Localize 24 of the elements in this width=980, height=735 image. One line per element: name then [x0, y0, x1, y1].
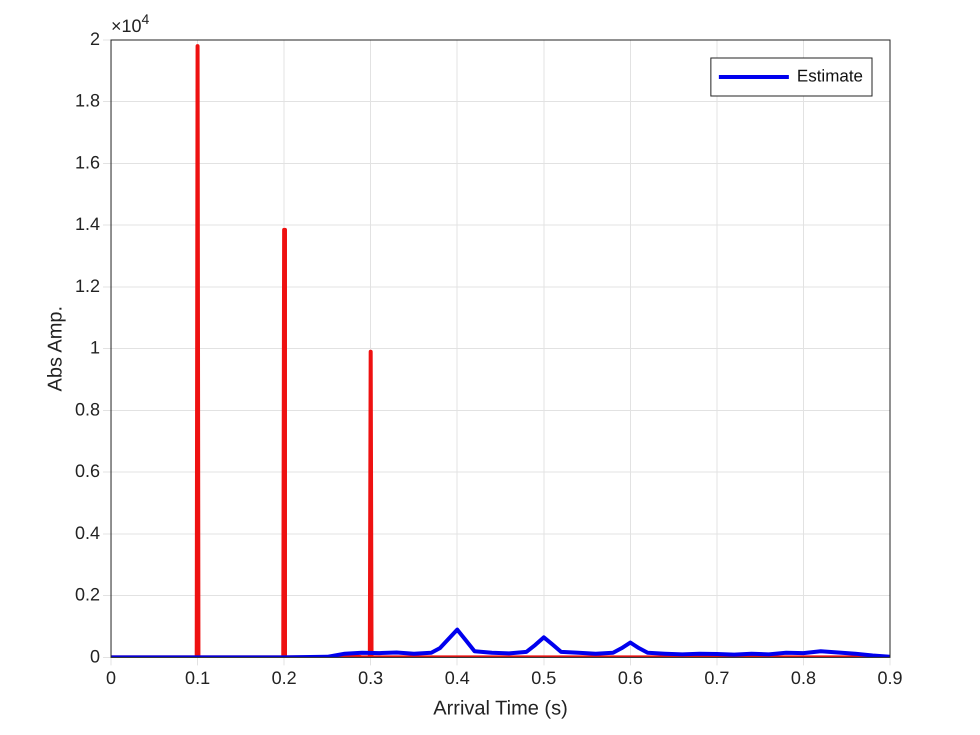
- y-tick-label: 1.6: [74, 152, 100, 172]
- y-tick-label: 2: [90, 28, 100, 49]
- x-tick-label: 0.8: [790, 668, 816, 688]
- y-tick-label: 1: [90, 338, 100, 358]
- y-tick-label: 1.8: [74, 90, 100, 111]
- y-axis-title: Abs Amp.: [44, 306, 67, 392]
- y-tick-label: 0.4: [74, 522, 100, 543]
- x-tick-label: 0.4: [444, 668, 470, 688]
- x-tick-label: 0.2: [272, 668, 297, 688]
- y-tick-label: 0.8: [74, 399, 100, 420]
- x-tick-label: 0.7: [704, 668, 730, 688]
- x-axis-title: Arrival Time (s): [433, 698, 568, 720]
- legend-label: Estimate: [796, 66, 864, 86]
- y-tick-label: 0: [90, 646, 100, 666]
- x-tick-label: 0.3: [358, 668, 384, 688]
- y-tick-label: 0.2: [74, 584, 100, 605]
- x-tick-label: 0.1: [185, 668, 210, 688]
- y-tick-label: 1.4: [74, 214, 100, 234]
- y-tick-label: 0.6: [74, 461, 100, 482]
- y-tick-label: 1.2: [74, 276, 100, 296]
- x-tick-label: 0.5: [531, 668, 556, 688]
- x-tick-label: 0: [106, 668, 116, 688]
- x-tick-label: 0.6: [618, 668, 643, 688]
- x-tick-label: 0.9: [877, 668, 903, 688]
